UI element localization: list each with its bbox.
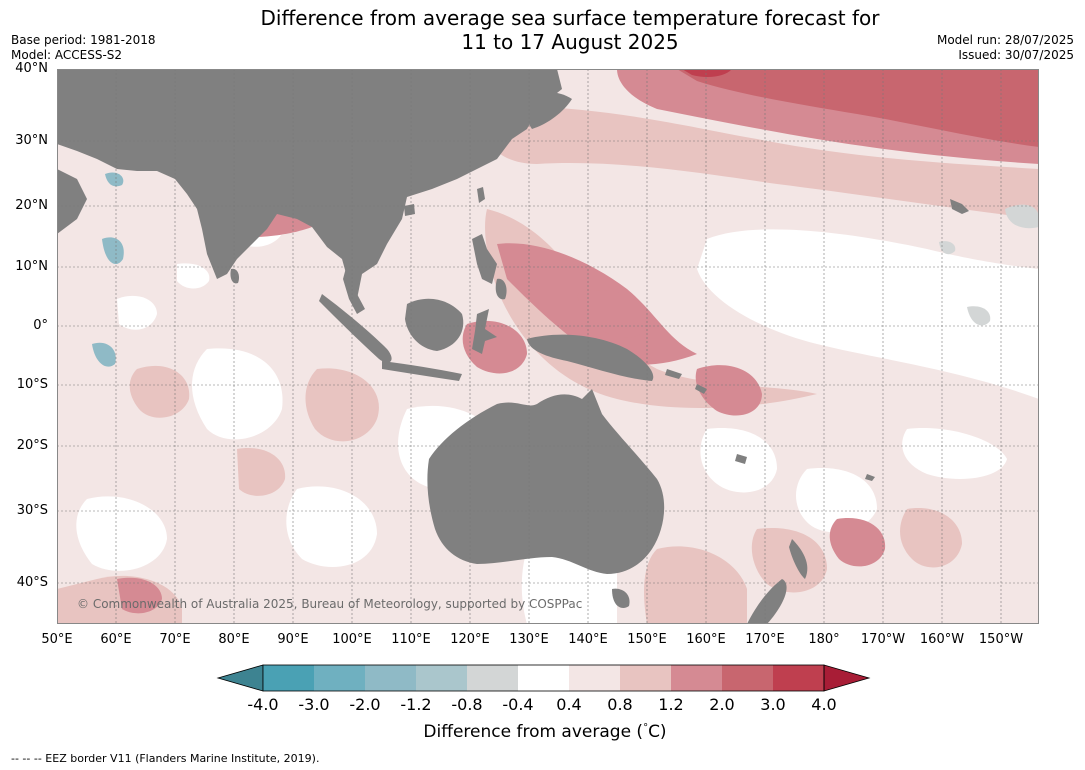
colorbar-tick-label: -1.2 <box>400 695 432 714</box>
land-masses <box>57 69 969 624</box>
lon-label: 130°E <box>509 632 549 647</box>
colorbar-arrow-low <box>216 664 264 692</box>
lon-label: 150°E <box>627 632 667 647</box>
anomaly-3p0-4p0 <box>682 69 732 77</box>
anomaly-cool <box>92 172 124 367</box>
lon-label: 110°E <box>391 632 431 647</box>
eez-footnote: -- -- -- EEZ border V11 (Flanders Marine… <box>11 752 320 765</box>
colorbar-tick-label: 4.0 <box>811 695 837 714</box>
lat-label: 10°S <box>16 377 48 392</box>
lon-label: 160°W <box>919 632 965 647</box>
colorbar-label: Difference from average (°C) <box>200 722 890 742</box>
colorbar-segment <box>569 665 620 691</box>
colorbar-label-degree: ° <box>643 722 649 734</box>
colorbar-segment <box>518 665 569 691</box>
lat-label: 0° <box>33 318 48 333</box>
map-frame <box>57 69 1039 624</box>
colorbar-label-main: Difference from average ( <box>423 722 644 742</box>
meta-left: Base period: 1981-2018 Model: ACCESS-S2 <box>11 33 156 63</box>
graticule <box>57 69 1039 624</box>
issued-date: Issued: 30/07/2025 <box>958 48 1074 62</box>
colorbar-segment <box>467 665 518 691</box>
colorbar-tick-label: -0.4 <box>502 695 534 714</box>
colorbar-segment <box>263 665 314 691</box>
lon-label: 150°W <box>978 632 1024 647</box>
lat-label: 40°N <box>15 61 48 76</box>
colorbar-label-unit: C) <box>648 722 667 742</box>
lon-label: 140°E <box>568 632 608 647</box>
colorbar-svg <box>216 664 871 692</box>
colorbar-tick-label: 3.0 <box>760 695 786 714</box>
lon-label: 170°E <box>745 632 785 647</box>
colorbar-segment <box>416 665 467 691</box>
colorbar-tick-label: -0.8 <box>451 695 483 714</box>
colorbar-tick-label: -4.0 <box>247 695 279 714</box>
model-run: Model run: 28/07/2025 <box>936 33 1074 47</box>
anomaly-2p0-3p0 <box>677 69 1039 147</box>
colorbar-tick-label: 0.8 <box>607 695 633 714</box>
lat-label: 20°S <box>16 438 48 453</box>
map-title: Difference from average sea surface temp… <box>170 6 970 54</box>
colorbar-segment <box>671 665 722 691</box>
lon-label: 60°E <box>100 632 132 647</box>
colorbar-segment <box>314 665 365 691</box>
colorbar-segment <box>773 665 824 691</box>
colorbar-tick-label: -2.0 <box>349 695 381 714</box>
lat-label: 30°S <box>16 503 48 518</box>
lon-label: 180° <box>808 632 840 647</box>
map-svg <box>57 69 1039 624</box>
colorbar-tick-label: 2.0 <box>709 695 735 714</box>
lon-label: 90°E <box>277 632 309 647</box>
title-line-2: 11 to 17 August 2025 <box>461 30 679 54</box>
lon-label: 70°E <box>159 632 191 647</box>
map-panel: © Commonwealth of Australia 2025, Bureau… <box>57 69 1039 624</box>
colorbar-tick-label: -3.0 <box>298 695 330 714</box>
base-period: Base period: 1981-2018 <box>11 33 156 47</box>
lon-label: 50°E <box>41 632 73 647</box>
lon-label: 170°W <box>860 632 906 647</box>
lon-label: 120°E <box>450 632 490 647</box>
lat-label: 40°S <box>16 575 48 590</box>
lon-label: 160°E <box>686 632 726 647</box>
lat-label: 20°N <box>15 198 48 213</box>
colorbar-tick-label: 1.2 <box>658 695 684 714</box>
lon-label: 80°E <box>218 632 250 647</box>
colorbar-arrow-high <box>823 664 871 692</box>
colorbar-frame <box>262 664 825 692</box>
copyright-notice: © Commonwealth of Australia 2025, Bureau… <box>77 597 583 611</box>
model-name: Model: ACCESS-S2 <box>11 48 123 62</box>
colorbar-segment <box>620 665 671 691</box>
meta-right: Model run: 28/07/2025 Issued: 30/07/2025 <box>937 33 1074 63</box>
lon-label: 100°E <box>332 632 372 647</box>
legend-colorbar: -4.0 -3.0 -2.0 -1.2 -0.8 -0.4 0.4 0.8 1.2 2.0 3.0 4… <box>200 660 890 750</box>
colorbar-tick-label: 0.4 <box>556 695 582 714</box>
colorbar-segment <box>722 665 773 691</box>
title-line-1: Difference from average sea surface temp… <box>260 6 880 30</box>
lat-label: 30°N <box>15 133 48 148</box>
lat-label: 10°N <box>15 259 48 274</box>
colorbar-segment <box>365 665 416 691</box>
